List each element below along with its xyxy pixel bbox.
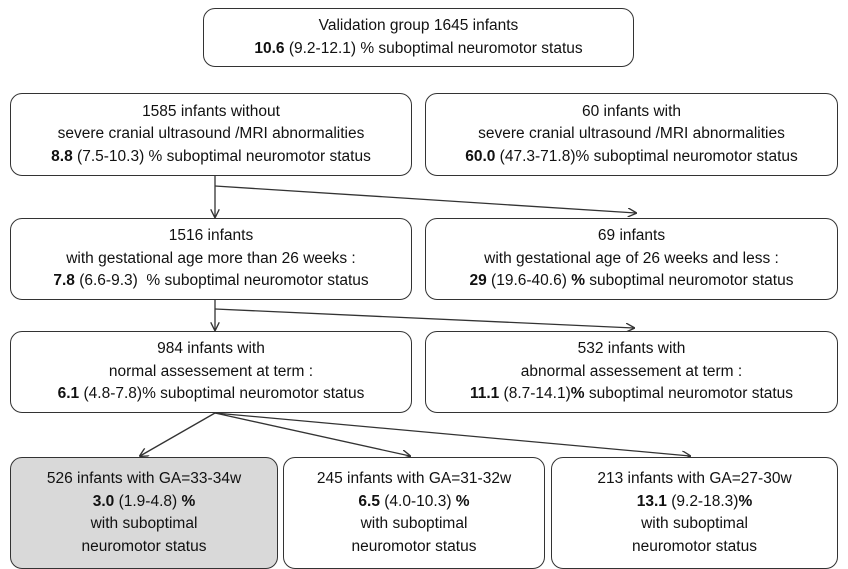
node-line: 7.8 (6.6-9.3) % suboptimal neuromotor st…	[53, 270, 368, 293]
node-line: neuromotor status	[81, 537, 207, 555]
node-line: with suboptimal	[360, 515, 468, 532]
node-line: 6.5 (4.0-10.3) %	[358, 491, 469, 514]
node-line: 11.1 (8.7-14.1)% suboptimal neuromotor s…	[470, 383, 793, 406]
arrow	[214, 185, 636, 213]
text-segment: suboptimal neuromotor status	[584, 272, 794, 290]
text-segment: 29	[469, 272, 487, 290]
text-segment: (6.6-9.3) % suboptimal neuromotor status	[74, 272, 369, 290]
node-line: abnormal assessement at term :	[520, 362, 743, 380]
node-line: 60 infants with	[581, 102, 682, 120]
node-line: 1585 infants without	[142, 102, 280, 120]
text-segment: 3.0	[92, 492, 115, 510]
text-segment: %	[181, 492, 196, 510]
arrow	[214, 308, 634, 328]
node-line: 1516 infants	[168, 227, 254, 245]
flow-node: 984 infants with normal assessement at te…	[10, 331, 412, 413]
text-segment: 8.8	[51, 147, 73, 165]
flow-node: 1585 infants without severe cranial ultra…	[10, 93, 412, 176]
text-segment: (7.5-10.3) % suboptimal neuromotor statu…	[72, 147, 371, 165]
flow-node: 69 infants with gestational age of 26 wee…	[425, 218, 838, 300]
node-line: neuromotor status	[632, 537, 757, 555]
node-line: 532 infants with	[577, 340, 686, 358]
text-segment: 11.1	[469, 385, 500, 403]
flow-node: 245 infants with GA=31-32w 6.5 (4.0-10.3)…	[283, 457, 545, 569]
node-line: with gestational age of 26 weeks and les…	[484, 249, 779, 267]
text-segment: (9.2-18.3)	[666, 492, 739, 510]
node-line: Validation group 1645 infants	[318, 17, 519, 34]
text-segment: 6.5	[358, 492, 380, 510]
arrow	[214, 412, 410, 456]
node-line: 526 infants with GA=33-34w	[46, 470, 242, 487]
text-segment: %	[570, 385, 585, 403]
node-line: 29 (19.6-40.6) % suboptimal neuromotor s…	[470, 270, 794, 293]
text-segment: (9.2-12.1) % suboptimal neuromotor statu…	[284, 39, 583, 57]
text-segment: 10.6	[254, 39, 285, 57]
node-line: 10.6 (9.2-12.1) % suboptimal neuromotor …	[254, 38, 582, 61]
text-segment: 7.8	[53, 272, 75, 290]
arrow	[140, 412, 216, 456]
node-line: 13.1 (9.2-18.3)%	[637, 491, 752, 514]
node-line: with suboptimal	[641, 515, 748, 532]
text-segment: (4.0-10.3)	[379, 492, 456, 510]
arrow	[214, 412, 690, 456]
flow-node: 526 infants with GA=33-34w 3.0 (1.9-4.8) …	[10, 457, 278, 569]
text-segment: 60.0	[465, 147, 496, 165]
text-segment: 6.1	[57, 385, 80, 403]
text-segment: 13.1	[636, 492, 667, 510]
flow-node: 213 infants with GA=27-30w 13.1 (9.2-18.3…	[551, 457, 838, 569]
node-line: with gestational age more than 26 weeks …	[66, 249, 356, 267]
node-line: 213 infants with GA=27-30w	[597, 470, 792, 487]
flow-node: 532 infants with abnormal assessement at …	[425, 331, 838, 413]
text-segment: suboptimal neuromotor status	[584, 385, 794, 403]
flow-node: Validation group 1645 infants 10.6 (9.2-1…	[203, 8, 634, 67]
node-line: 3.0 (1.9-4.8) %	[93, 491, 196, 514]
node-line: 69 infants	[597, 227, 666, 245]
node-line: severe cranial ultrasound /MRI abnormali…	[57, 125, 365, 143]
text-segment: (47.3-71.8)% suboptimal neuromotor statu…	[495, 147, 798, 165]
text-segment: %	[571, 272, 585, 290]
node-line: neuromotor status	[351, 537, 477, 555]
node-line: 8.8 (7.5-10.3) % suboptimal neuromotor s…	[51, 146, 371, 169]
text-segment: (4.8-7.8)% suboptimal neuromotor status	[79, 385, 365, 403]
text-segment: %	[455, 492, 470, 510]
node-line: 245 infants with GA=31-32w	[316, 470, 512, 487]
node-line: severe cranial ultrasound /MRI abnormali…	[478, 125, 785, 143]
node-line: 984 infants with	[157, 340, 265, 358]
text-segment: %	[738, 492, 753, 510]
node-line: 6.1 (4.8-7.8)% suboptimal neuromotor sta…	[58, 383, 365, 406]
node-line: normal assessement at term :	[108, 362, 314, 380]
flow-node: 1516 infants with gestational age more th…	[10, 218, 412, 300]
node-line: with suboptimal	[90, 515, 198, 532]
text-segment: (8.7-14.1)	[499, 385, 571, 403]
flow-node: 60 infants with severe cranial ultrasound…	[425, 93, 838, 176]
node-line: 60.0 (47.3-71.8)% suboptimal neuromotor …	[465, 146, 798, 169]
text-segment: (19.6-40.6)	[486, 272, 572, 290]
text-segment: (1.9-4.8)	[114, 492, 182, 510]
